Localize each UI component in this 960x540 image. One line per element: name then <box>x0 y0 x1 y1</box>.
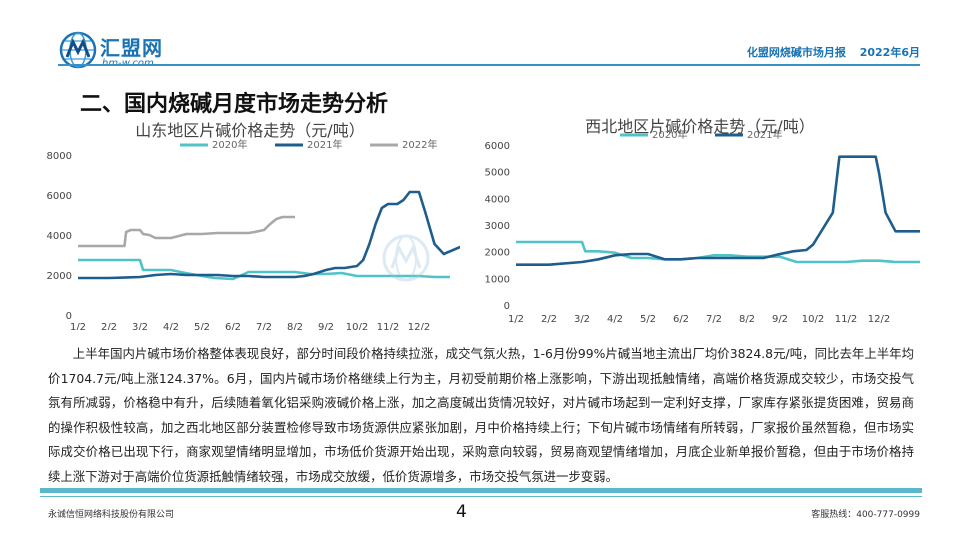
y-tick-label: 2000 <box>47 271 72 282</box>
x-tick-label: 7/2 <box>706 314 722 325</box>
x-tick-label: 4/2 <box>607 314 623 325</box>
series-line <box>516 240 920 264</box>
company-name: 永诚信恒网络科技股份有限公司 <box>48 510 175 520</box>
footer-divider <box>40 496 922 497</box>
chart-svg: 山东地区片碱价格走势（元/吨） 0 2000 4000 6000 8000 1/2 2/2 3/… <box>47 121 460 330</box>
report-date: 2022年6月 <box>859 46 920 59</box>
x-tick-label: 8/2 <box>739 314 755 325</box>
logo-text: 汇盟网 <box>100 36 163 60</box>
x-tick-label: 2/2 <box>541 314 557 325</box>
x-tick-label: 10/2 <box>802 314 824 325</box>
series-line <box>78 215 295 248</box>
x-tick-label: 4/2 <box>163 322 179 330</box>
series-line <box>78 258 450 281</box>
footer-accent-bar <box>40 488 922 493</box>
chart-title: 山东地区片碱价格走势（元/吨） <box>135 121 364 140</box>
y-tick-label: 4000 <box>47 231 72 242</box>
x-tick-label: 6/2 <box>225 322 241 330</box>
y-tick-label: 0 <box>504 301 510 312</box>
y-tick-label: 4000 <box>485 194 510 205</box>
x-tick-label: 1/2 <box>70 322 86 330</box>
x-tick-label: 9/2 <box>318 322 334 330</box>
watermark-logo-icon <box>382 234 430 282</box>
report-header: 化盟网烧碱市场月报 2022年6月 <box>737 44 920 60</box>
x-tick-label: 5/2 <box>640 314 656 325</box>
x-tick-label: 10/2 <box>346 322 368 330</box>
company-logo[interactable]: 汇盟网 hm-w.com <box>58 30 178 80</box>
y-tick-label: 1000 <box>485 274 510 285</box>
analysis-paragraph: 上半年国内片碱市场价格整体表现良好，部分时间段价格持续拉涨，成交气氛火热，1-6… <box>48 342 914 490</box>
x-tick-label: 1/2 <box>508 314 524 325</box>
y-tick-label: 2000 <box>485 248 510 259</box>
series-line <box>516 155 920 266</box>
shandong-price-chart: 山东地区片碱价格走势（元/吨） 0 2000 4000 6000 8000 1/2 2/2 3/… <box>40 118 460 330</box>
x-tick-label: 11/2 <box>377 322 399 330</box>
report-name: 化盟网烧碱市场月报 <box>746 46 846 59</box>
legend-label: 2020年 <box>652 128 687 141</box>
analysis-text: 上半年国内片碱市场价格整体表现良好，部分时间段价格持续拉涨，成交气氛火热，1-6… <box>48 346 914 484</box>
x-tick-label: 12/2 <box>408 322 430 330</box>
northwest-price-chart: 西北地区片碱价格走势（元/吨） 0 1000 2000 3000 4000 5000 6000… <box>470 108 920 332</box>
x-tick-label: 2/2 <box>101 322 117 330</box>
page-number: 4 <box>456 502 467 522</box>
header-divider <box>58 64 920 66</box>
x-tick-label: 6/2 <box>673 314 689 325</box>
x-tick-label: 3/2 <box>574 314 590 325</box>
x-tick-label: 8/2 <box>287 322 303 330</box>
y-tick-label: 5000 <box>485 168 510 179</box>
legend-label: 2022年 <box>402 138 437 151</box>
legend-label: 2021年 <box>747 128 782 141</box>
x-tick-label: 7/2 <box>256 322 272 330</box>
legend-label: 2020年 <box>212 138 247 151</box>
y-tick-label: 8000 <box>47 151 72 162</box>
x-tick-label: 5/2 <box>194 322 210 330</box>
chart-title: 西北地区片碱价格走势（元/吨） <box>585 117 814 136</box>
x-tick-label: 3/2 <box>132 322 148 330</box>
y-tick-label: 0 <box>66 311 72 322</box>
x-tick-label: 9/2 <box>772 314 788 325</box>
x-tick-label: 12/2 <box>868 314 890 325</box>
y-tick-label: 6000 <box>485 141 510 152</box>
y-tick-label: 6000 <box>47 191 72 202</box>
logo-domain: hm-w.com <box>102 58 154 69</box>
x-tick-label: 11/2 <box>835 314 857 325</box>
chart-svg: 西北地区片碱价格走势（元/吨） 0 1000 2000 3000 4000 5000 6000… <box>485 117 920 325</box>
section-title: 二、国内烧碱月度市场走势分析 <box>80 92 389 117</box>
globe-logo-icon <box>59 31 97 69</box>
legend-label: 2021年 <box>307 138 342 151</box>
y-tick-label: 3000 <box>485 221 510 232</box>
series-line <box>78 190 460 280</box>
customer-hotline: 客服热线：400-777-0999 <box>811 510 920 520</box>
